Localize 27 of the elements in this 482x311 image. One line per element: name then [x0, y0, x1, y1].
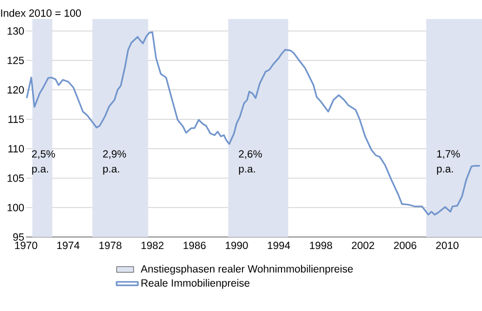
annotation: 2,6% p.a.	[238, 150, 262, 175]
annotation: 1,7% p.a.	[437, 150, 460, 175]
x-tick-label: 2010	[436, 242, 458, 250]
x-tick-label: 1982	[142, 242, 164, 250]
y-tick-label: 95	[13, 233, 24, 241]
y-tick-label: 110	[8, 145, 24, 152]
y-tick-label: 100	[8, 204, 24, 212]
x-tick-label: 1998	[310, 242, 332, 250]
x-tick-label: 1994	[268, 242, 290, 250]
line-series	[26, 31, 481, 216]
y-tick-label: 120	[8, 86, 24, 94]
y-tick-label: 115	[8, 116, 24, 123]
y-tick-label: 125	[8, 56, 24, 64]
legend-label: Anstiegsphasen realer Wohnimmobilienpreise	[140, 264, 353, 275]
y-tick-label: 130	[8, 27, 24, 35]
x-tick-label: 1986	[184, 242, 206, 250]
x-tick-label: 1978	[99, 242, 122, 250]
y-axis-title: Index 2010 = 100	[1, 9, 81, 17]
x-tick-label: 2006	[394, 242, 416, 250]
legend-label: Reale Immobilienpreise	[142, 279, 250, 289]
x-tick-label: 1974	[57, 242, 80, 250]
x-tick-label: 1970	[15, 242, 38, 250]
annotation: 2,9% p.a.	[103, 150, 126, 175]
x-tick-label: 2002	[352, 242, 374, 250]
annotation: 2,5% p.a.	[32, 150, 55, 175]
x-tick-label: 1990	[226, 242, 248, 250]
y-tick-label: 105	[8, 174, 24, 182]
